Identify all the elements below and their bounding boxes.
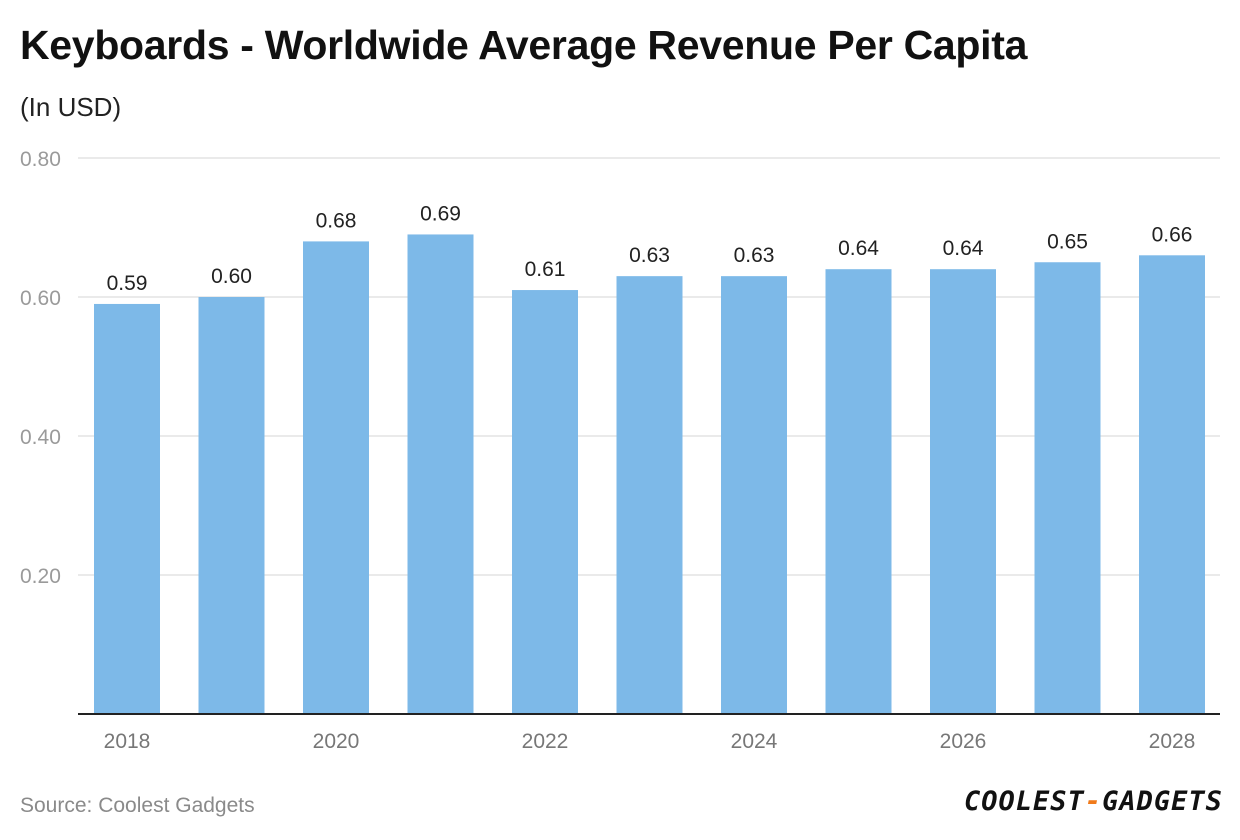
value-label: 0.63 [734, 244, 775, 267]
bar-2025 [825, 269, 892, 714]
chart-subtitle: (In USD) [20, 92, 122, 122]
y-tick-label: 0.40 [20, 426, 61, 449]
chart-title: Keyboards - Worldwide Average Revenue Pe… [20, 22, 1028, 68]
bar-2024 [721, 276, 787, 714]
y-tick-label: 0.60 [20, 287, 61, 310]
bar-2023 [616, 276, 683, 714]
x-axis-ticks: 2018 2020 2022 2024 2026 2028 [104, 730, 1196, 753]
value-label: 0.66 [1152, 223, 1193, 246]
value-label: 0.69 [420, 202, 461, 225]
x-tick-label: 2022 [522, 730, 569, 753]
value-label: 0.65 [1047, 230, 1088, 253]
value-label: 0.60 [211, 265, 252, 288]
value-label: 0.64 [943, 237, 984, 260]
bar-2020 [303, 241, 369, 714]
x-tick-label: 2020 [313, 730, 360, 753]
x-tick-label: 2026 [940, 730, 987, 753]
x-tick-label: 2024 [731, 730, 778, 753]
value-label: 0.63 [629, 244, 670, 267]
value-label: 0.64 [838, 237, 879, 260]
logo-dash: - [1084, 786, 1103, 817]
bar-2028 [1139, 255, 1205, 715]
y-tick-label: 0.20 [20, 565, 61, 588]
bars [94, 234, 1205, 715]
brand-logo: COOLEST-GADGETS [964, 786, 1223, 817]
x-tick-label: 2028 [1149, 730, 1196, 753]
bar-2021 [407, 234, 474, 714]
value-label: 0.68 [316, 209, 357, 232]
logo-part-2: GADGETS [1102, 786, 1223, 817]
y-tick-label: 0.80 [20, 148, 61, 171]
value-label: 0.59 [107, 272, 148, 295]
y-axis-ticks: 0.20 0.40 0.60 0.80 [20, 148, 61, 588]
x-tick-label: 2018 [104, 730, 151, 753]
bar-2019 [198, 297, 265, 714]
bar-2018 [94, 303, 160, 714]
bar-2026 [930, 269, 996, 714]
value-label: 0.61 [525, 258, 566, 281]
source-note: Source: Coolest Gadgets [20, 794, 255, 817]
bar-2027 [1034, 262, 1101, 714]
value-labels: 0.59 0.60 0.68 0.69 0.61 0.63 0.63 0.64 0.64 0.65… [107, 202, 1193, 295]
bar-2022 [512, 290, 578, 714]
logo-part-1: COOLEST [964, 786, 1085, 817]
